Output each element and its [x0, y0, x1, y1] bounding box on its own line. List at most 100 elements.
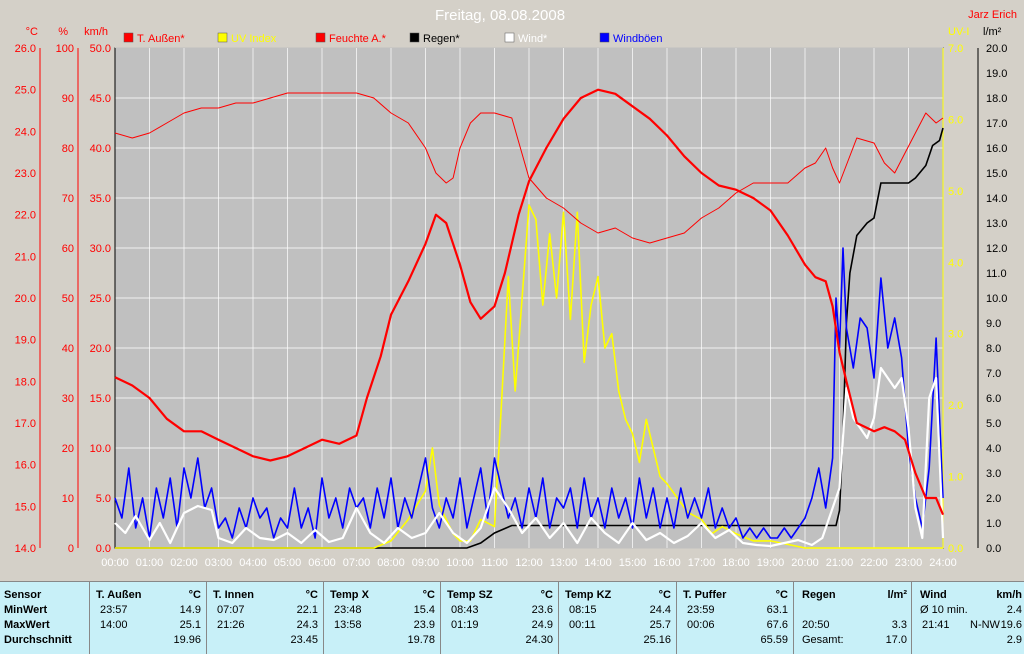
series-line-regen	[115, 127, 944, 549]
tick-wind: 50.0	[90, 43, 111, 55]
sensor-name: Temp SZ	[447, 589, 493, 601]
tick-rain: 18.0	[986, 93, 1007, 105]
tick-rain: 20.0	[986, 43, 1007, 55]
wind-avg: 2.4	[1006, 604, 1022, 616]
series-layer	[114, 88, 945, 549]
col-wind: Wind km/h Ø 10 min. 2.4 21:41 N-NW 19.6 …	[911, 582, 1024, 654]
series-line-wind	[114, 366, 945, 548]
sensor-unit: °C	[775, 589, 788, 601]
tick-hum: 80	[62, 143, 74, 155]
row-label-min: MinWert	[4, 604, 48, 616]
tick-temp: 18.0	[15, 376, 36, 388]
sensor-name: Temp X	[330, 589, 369, 601]
series-line-feuchtea	[114, 92, 944, 244]
axis-label-rain: l/m²	[983, 26, 1002, 38]
chart-title: Freitag, 08.08.2008	[435, 7, 565, 24]
tick-time: 22:00	[860, 557, 888, 569]
tick-temp: 23.0	[15, 168, 36, 180]
max-time: 13:58	[334, 619, 362, 631]
tick-rain: 14.0	[986, 193, 1007, 205]
avg-value: 25.16	[643, 634, 671, 646]
wind-max: 19.6	[1000, 619, 1022, 631]
tick-rain: 17.0	[986, 118, 1007, 130]
tick-uv: 1.0	[948, 472, 963, 484]
max-value: 25.1	[179, 619, 201, 631]
wind-max-time: 21:41	[922, 619, 950, 631]
rain-value: 3.3	[891, 619, 907, 631]
tick-rain: 2.0	[986, 493, 1001, 505]
tick-rain: 1.0	[986, 518, 1001, 530]
max-value: 23.9	[413, 619, 435, 631]
tick-temp: 17.0	[15, 418, 36, 430]
tick-rain: 12.0	[986, 243, 1007, 255]
rain-total-label: Gesamt:	[802, 634, 844, 646]
sensor-unit: °C	[188, 589, 201, 601]
tick-temp: 20.0	[15, 293, 36, 305]
avg-value: 65.59	[760, 634, 788, 646]
tick-rain: 7.0	[986, 368, 1001, 380]
avg-value: 19.96	[173, 634, 201, 646]
tick-temp: 14.0	[15, 543, 36, 555]
tick-hum: 50	[62, 293, 74, 305]
tick-hum: 20	[62, 443, 74, 455]
col-sensor: Temp KZ °C 08:15 24.4 00:11 25.7 25.16	[558, 582, 677, 654]
legend-label: Feuchte A.*	[329, 33, 387, 45]
tick-hum: 30	[62, 393, 74, 405]
tick-wind: 10.0	[90, 443, 111, 455]
tick-wind: 5.0	[96, 493, 111, 505]
min-value: 22.1	[296, 604, 318, 616]
legend-label: Regen*	[423, 33, 460, 45]
chart: Freitag, 08.08.2008 Jarz Erich T. Außen*…	[14, 7, 1017, 569]
tick-temp: 25.0	[15, 85, 36, 97]
tick-wind: 20.0	[90, 343, 111, 355]
tick-time: 18:00	[722, 557, 750, 569]
tick-temp: 26.0	[15, 43, 36, 55]
tick-uv: 2.0	[948, 400, 963, 412]
rain-unit: l/m²	[887, 589, 907, 601]
tick-rain: 0.0	[986, 543, 1001, 555]
col-sensor: Temp X °C 23:48 15.4 13:58 23.9 19.78	[323, 582, 441, 654]
tick-hum: 100	[56, 43, 74, 55]
tick-uv: 0.0	[948, 543, 963, 555]
min-value: 15.4	[413, 604, 435, 616]
max-value: 24.3	[296, 619, 318, 631]
tick-time: 05:00	[274, 557, 302, 569]
legend-label: Wind*	[518, 33, 548, 45]
tick-time: 21:00	[826, 557, 854, 569]
legend-label: UV Index	[231, 33, 277, 45]
legend-swatch	[409, 32, 420, 43]
axis-label-hum: %	[58, 26, 68, 38]
max-value: 67.6	[766, 619, 788, 631]
min-time: 08:43	[451, 604, 479, 616]
tick-time: 20:00	[791, 557, 819, 569]
legend: T. Außen* UV Index Feuchte A.* Regen* Wind* W…	[123, 32, 663, 45]
row-labels: Sensor MinWert MaxWert Durchschnitt	[0, 582, 89, 654]
legend-swatch	[217, 32, 228, 43]
tick-time: 04:00	[239, 557, 267, 569]
tick-uv: 6.0	[948, 114, 963, 126]
sensor-unit: °C	[540, 589, 553, 601]
row-label-avg: Durchschnitt	[4, 634, 72, 646]
tick-hum: 0	[68, 543, 74, 555]
tick-wind: 35.0	[90, 193, 111, 205]
tick-rain: 19.0	[986, 68, 1007, 80]
max-time: 00:11	[569, 619, 596, 631]
tick-rain: 8.0	[986, 343, 1001, 355]
tick-hum: 60	[62, 243, 74, 255]
tick-wind: 45.0	[90, 93, 111, 105]
min-value: 24.4	[649, 604, 671, 616]
tick-rain: 4.0	[986, 443, 1001, 455]
tick-wind: 30.0	[90, 243, 111, 255]
min-time: 07:07	[217, 604, 245, 616]
min-value: 23.6	[531, 604, 553, 616]
tick-time: 24:00	[929, 557, 957, 569]
tick-wind: 15.0	[90, 393, 111, 405]
tick-temp: 22.0	[15, 210, 36, 222]
sensor-unit: °C	[422, 589, 435, 601]
tick-temp: 24.0	[15, 126, 36, 138]
tick-hum: 90	[62, 93, 74, 105]
tick-time: 13:00	[550, 557, 578, 569]
min-time: 23:57	[100, 604, 128, 616]
tick-temp: 19.0	[15, 335, 36, 347]
tick-uv: 3.0	[948, 329, 963, 341]
